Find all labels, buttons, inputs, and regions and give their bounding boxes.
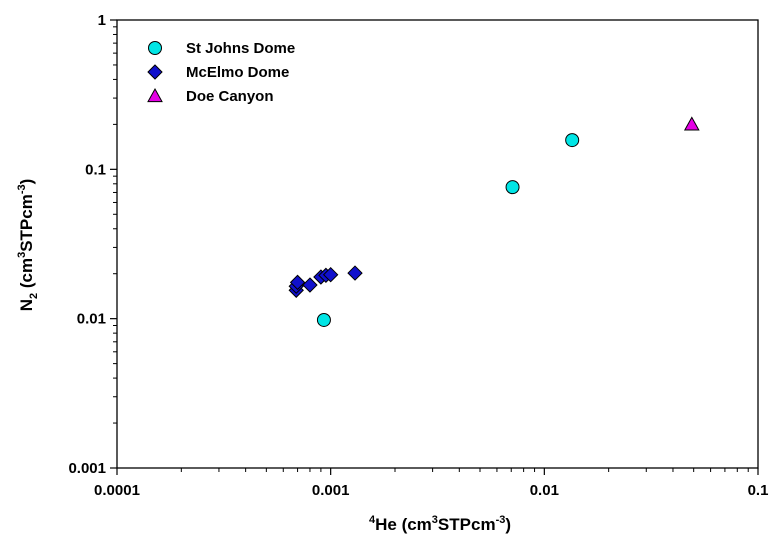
mcelmo-dome-point	[289, 274, 306, 291]
mcelmo-dome-point	[347, 265, 363, 281]
x-tick-label: 0.0001	[94, 482, 140, 499]
mcelmo-dome-point	[302, 277, 318, 293]
st-johns-dome-point	[505, 180, 520, 195]
doe-canyon-point	[683, 116, 700, 131]
y-tick-label: 0.01	[77, 311, 106, 328]
y-tick-label: 1	[98, 12, 106, 29]
data-points	[288, 116, 700, 327]
x-tick-label: 0.01	[530, 482, 559, 499]
x-axis-label: 4He (cm3STPcm-3)	[369, 514, 511, 534]
x-axis-label-sup3: -3	[496, 514, 506, 526]
st-johns-dome-legend-label: St Johns Dome	[186, 40, 295, 57]
y-axis-label-end: )	[17, 179, 36, 185]
y-axis-label-mid2: STPcm	[17, 194, 36, 252]
x-axis-label-sup1: 4	[369, 514, 376, 526]
mcelmo-dome-point	[322, 266, 339, 283]
x-axis-label-end: )	[505, 515, 511, 534]
mcelmo-dome-legend-label: McElmo Dome	[186, 64, 289, 81]
doe-canyon-legend-marker	[147, 87, 163, 103]
x-axis-label-sup2: 3	[432, 514, 438, 526]
y-axis-ticks: 0.001 0.01 0.1 1	[68, 12, 117, 477]
legend: St Johns Dome McElmo Dome Doe Canyon	[147, 40, 295, 105]
y-axis-label-sub: 2	[28, 293, 40, 299]
st-johns-dome-legend-marker	[148, 41, 162, 55]
y-tick-label: 0.001	[68, 460, 106, 477]
doe-canyon-legend-label: Doe Canyon	[186, 88, 274, 105]
st-johns-dome-point	[316, 312, 331, 327]
y-axis-label-sup1: 3	[16, 252, 28, 258]
x-axis-label-main: He (cm	[375, 515, 432, 534]
mcelmo-dome-legend-marker	[147, 64, 163, 80]
x-tick-label: 0.001	[312, 482, 350, 499]
y-tick-label: 0.1	[85, 161, 106, 178]
y-axis-label: N2 (cm3STPcm-3)	[16, 179, 40, 312]
y-axis-label-main: N	[17, 299, 36, 311]
x-axis-label-mid: STPcm	[438, 515, 496, 534]
y-axis-label-sup2: -3	[16, 184, 28, 194]
st-johns-dome-point	[565, 133, 580, 148]
x-axis-ticks: 0.0001 0.001 0.01 0.1	[94, 468, 768, 499]
y-axis-label-mid: (cm	[17, 258, 36, 293]
x-tick-label: 0.1	[748, 482, 769, 499]
plot-area	[116, 19, 759, 469]
